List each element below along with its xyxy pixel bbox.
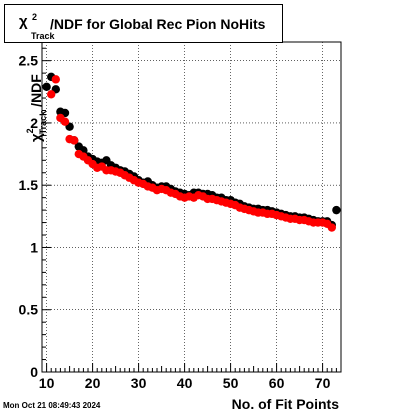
- y-tick-label: 1: [30, 239, 38, 255]
- x-tick-label: 20: [85, 375, 101, 391]
- data-point-red: [327, 223, 336, 232]
- y-tick-label: 0.5: [19, 302, 39, 318]
- y-tick-label: 2.5: [19, 53, 39, 69]
- x-tick-label: 30: [131, 375, 147, 391]
- x-tick-label: 60: [269, 375, 285, 391]
- x-tick-label: 70: [315, 375, 331, 391]
- data-point-black: [42, 82, 51, 92]
- y-tick-label: 2: [30, 115, 38, 131]
- x-tick-label: 50: [223, 375, 239, 391]
- y-label-subscript: Track: [38, 110, 48, 135]
- timestamp: Mon Oct 21 08:49:43 2024: [3, 401, 101, 410]
- y-tick-label: 0: [30, 364, 38, 380]
- x-tick-label: 40: [177, 375, 193, 391]
- data-point-red: [47, 90, 56, 99]
- data-point-red: [51, 75, 60, 84]
- x-tick-label: 10: [39, 375, 55, 391]
- title-subscript: Track: [31, 31, 55, 41]
- y-label-text: /NDF: [28, 74, 44, 107]
- title-symbol: χ: [19, 13, 28, 30]
- data-points: [42, 72, 341, 232]
- x-axis-label: No. of Fit Points: [231, 396, 339, 412]
- title-text: /NDF for Global Rec Pion NoHits: [50, 16, 266, 32]
- data-point-black: [332, 205, 341, 215]
- data-point-red: [60, 117, 70, 126]
- chart-title: χ 2 Track /NDF for Global Rec Pion NoHit…: [4, 4, 283, 43]
- data-point-red: [70, 136, 79, 145]
- y-label-symbol: χ: [28, 133, 45, 142]
- tick-labels: 10 20 30 40 50 60 70 0 0.5 1 1.5 2 2.5: [19, 53, 331, 391]
- title-superscript: 2: [32, 12, 38, 22]
- plot-frame: [41, 41, 342, 373]
- y-tick-label: 1.5: [19, 177, 39, 193]
- axis-ticks: [41, 47, 342, 373]
- y-label-superscript: 2: [25, 128, 35, 134]
- y-axis-label: χ2 Track/NDF: [2, 42, 48, 142]
